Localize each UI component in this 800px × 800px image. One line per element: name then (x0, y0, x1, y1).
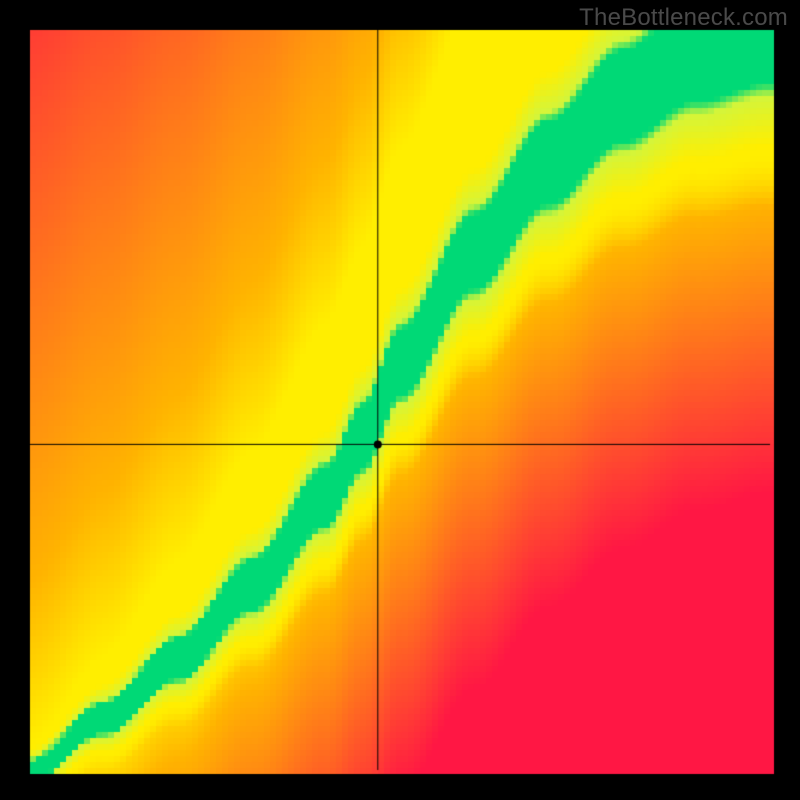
chart-container: TheBottleneck.com (0, 0, 800, 800)
watermark-text: TheBottleneck.com (579, 4, 788, 32)
bottleneck-heatmap (0, 0, 800, 800)
